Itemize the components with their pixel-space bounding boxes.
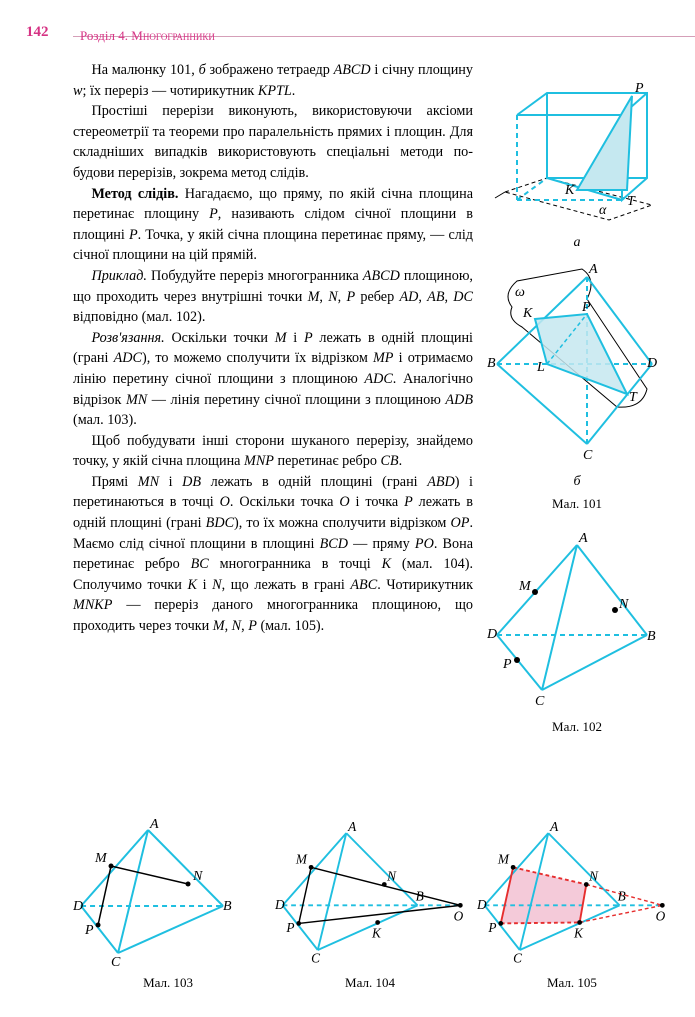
fig101-caption: Мал. 101 [487,496,667,512]
paragraph-5: Розв'язання. Оскільки точки M і P лежать… [73,328,473,431]
svg-text:A: A [578,531,588,546]
svg-text:α: α [599,203,607,218]
section-title: Розділ 4. Многогранники [80,28,215,44]
figure-103: A D B C M N P [73,818,263,968]
svg-text:D: D [487,627,497,642]
svg-text:B: B [487,356,496,371]
figure-101b: A B D C K P L T ω [487,259,657,469]
svg-text:M: M [497,852,510,867]
svg-text:A: A [588,262,598,277]
svg-text:K: K [573,926,584,941]
figure-101a: P K T α [487,60,657,230]
svg-text:B: B [647,629,656,644]
svg-text:P: P [285,920,294,935]
svg-text:D: D [646,356,657,371]
svg-text:C: C [311,950,320,965]
svg-text:A: A [549,819,559,834]
svg-text:D: D [477,897,487,912]
figure-104: A D B C M N P K O [275,818,465,968]
bottom-figures-row: A D B C M N P Мал. 103 A D B [73,818,667,991]
svg-text:L: L [536,360,545,375]
svg-text:N: N [386,869,397,884]
figure-103-wrap: A D B C M N P Мал. 103 [73,818,263,991]
fig103-caption: Мал. 103 [73,975,263,991]
svg-text:P: P [84,923,94,938]
svg-text:B: B [618,889,626,904]
svg-text:K: K [371,926,382,941]
figure-104-wrap: A D B C M N P K O Мал. 104 [275,818,465,991]
svg-text:O: O [656,909,666,924]
body-text: На малюнку 101, б зображено тетраедр ABC… [73,60,473,637]
svg-text:M: M [518,579,532,594]
fig101b-label: б [487,474,667,490]
figure-column: P K T α а A B D C K P L T ω б Мал. 101 [487,60,667,735]
svg-text:P: P [581,300,591,315]
svg-text:T: T [627,194,636,209]
svg-text:D: D [73,899,83,914]
figure-102: A D B C M N P [487,530,657,710]
fig104-caption: Мал. 104 [275,975,465,991]
paragraph-6: Щоб побудувати інші сторони шуканого пе­… [73,431,473,472]
figure-105-wrap: A D B C M N P K O Мал. 105 [477,818,667,991]
figure-105: A D B C M N P K O [477,818,667,968]
paragraph-3: Метод слідів. Нагадаємо, що пряму, по як… [73,184,473,266]
page-number: 142 [26,24,49,41]
svg-text:C: C [535,694,545,709]
svg-text:D: D [275,897,285,912]
paragraph-1: На малюнку 101, б зображено тетраедр ABC… [73,60,473,101]
svg-text:C: C [111,955,121,968]
svg-text:ω: ω [515,285,525,300]
svg-text:N: N [192,869,203,884]
svg-text:N: N [588,869,599,884]
section-label: Розділ 4. [80,28,128,43]
svg-text:P: P [502,657,512,672]
svg-text:B: B [416,889,424,904]
paragraph-2: Простіші перерізи виконують, використову… [73,101,473,183]
svg-text:M: M [94,851,108,866]
fig105-caption: Мал. 105 [477,975,667,991]
svg-text:C: C [583,448,593,463]
svg-text:A: A [347,819,357,834]
svg-text:N: N [618,597,629,612]
svg-text:M: M [295,852,308,867]
svg-text:O: O [454,909,464,924]
svg-text:A: A [149,818,159,832]
svg-text:B: B [223,899,232,914]
fig102-caption: Мал. 102 [487,719,667,735]
fig101a-label: а [487,235,667,251]
paragraph-7: Прямі MN і DB лежать в одній площині (гр… [73,472,473,637]
svg-text:P: P [634,81,644,96]
section-name: Многогранники [131,28,215,43]
svg-text:C: C [513,950,522,965]
svg-text:P: P [487,920,496,935]
svg-text:K: K [522,306,533,321]
svg-text:T: T [629,390,638,405]
paragraph-4: Приклад. Побудуйте переріз многогранника… [73,266,473,328]
svg-text:K: K [564,183,575,198]
